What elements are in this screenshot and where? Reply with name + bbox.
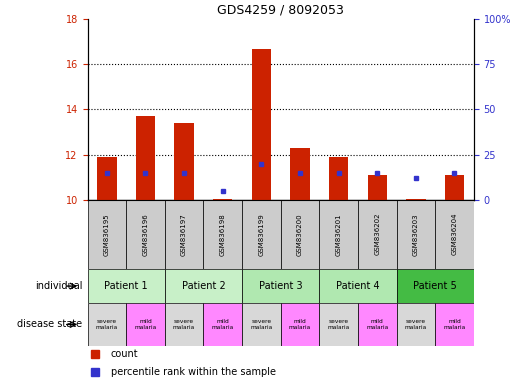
Bar: [88, 269, 165, 303]
Bar: [175, 123, 194, 200]
Text: GSM836203: GSM836203: [413, 213, 419, 256]
Bar: [445, 175, 464, 200]
Text: individual: individual: [35, 281, 82, 291]
Text: mild
malaria: mild malaria: [212, 319, 234, 330]
Bar: [203, 200, 242, 269]
Title: GDS4259 / 8092053: GDS4259 / 8092053: [217, 3, 344, 17]
Text: GSM836195: GSM836195: [104, 213, 110, 256]
Bar: [358, 303, 397, 346]
Bar: [435, 303, 474, 346]
Text: GSM836201: GSM836201: [336, 213, 341, 256]
Text: mild
malaria: mild malaria: [366, 319, 388, 330]
Bar: [397, 303, 435, 346]
Bar: [281, 303, 319, 346]
Bar: [126, 303, 165, 346]
Bar: [290, 148, 310, 200]
Bar: [319, 200, 358, 269]
Bar: [319, 303, 358, 346]
Bar: [252, 48, 271, 200]
Bar: [88, 200, 126, 269]
Text: GSM836199: GSM836199: [259, 213, 264, 256]
Text: severe
malaria: severe malaria: [250, 319, 272, 330]
Text: disease state: disease state: [18, 319, 82, 329]
Bar: [406, 199, 425, 200]
Text: Patient 2: Patient 2: [182, 281, 225, 291]
Text: count: count: [111, 349, 139, 359]
Text: severe
malaria: severe malaria: [173, 319, 195, 330]
Text: GSM836197: GSM836197: [181, 213, 187, 256]
Text: GSM836204: GSM836204: [452, 213, 457, 255]
Bar: [165, 269, 242, 303]
Bar: [358, 200, 397, 269]
Text: mild
malaria: mild malaria: [443, 319, 466, 330]
Text: GSM836200: GSM836200: [297, 213, 303, 256]
Bar: [97, 157, 116, 200]
Bar: [242, 269, 319, 303]
Text: severe
malaria: severe malaria: [96, 319, 118, 330]
Bar: [397, 200, 435, 269]
Bar: [126, 200, 165, 269]
Bar: [368, 175, 387, 200]
Text: Patient 1: Patient 1: [105, 281, 148, 291]
Bar: [136, 116, 155, 200]
Text: GSM836198: GSM836198: [220, 213, 226, 256]
Text: mild
malaria: mild malaria: [134, 319, 157, 330]
Bar: [88, 303, 126, 346]
Text: severe
malaria: severe malaria: [328, 319, 350, 330]
Bar: [203, 303, 242, 346]
Bar: [242, 200, 281, 269]
Text: Patient 4: Patient 4: [336, 281, 380, 291]
Bar: [319, 269, 397, 303]
Bar: [242, 303, 281, 346]
Bar: [281, 200, 319, 269]
Bar: [329, 157, 348, 200]
Bar: [435, 200, 474, 269]
Text: GSM836196: GSM836196: [143, 213, 148, 256]
Bar: [165, 200, 203, 269]
Bar: [165, 303, 203, 346]
Text: mild
malaria: mild malaria: [289, 319, 311, 330]
Bar: [397, 269, 474, 303]
Text: Patient 3: Patient 3: [259, 281, 302, 291]
Text: severe
malaria: severe malaria: [405, 319, 427, 330]
Text: percentile rank within the sample: percentile rank within the sample: [111, 366, 276, 377]
Text: Patient 5: Patient 5: [414, 281, 457, 291]
Bar: [213, 199, 232, 200]
Text: GSM836202: GSM836202: [374, 213, 380, 255]
